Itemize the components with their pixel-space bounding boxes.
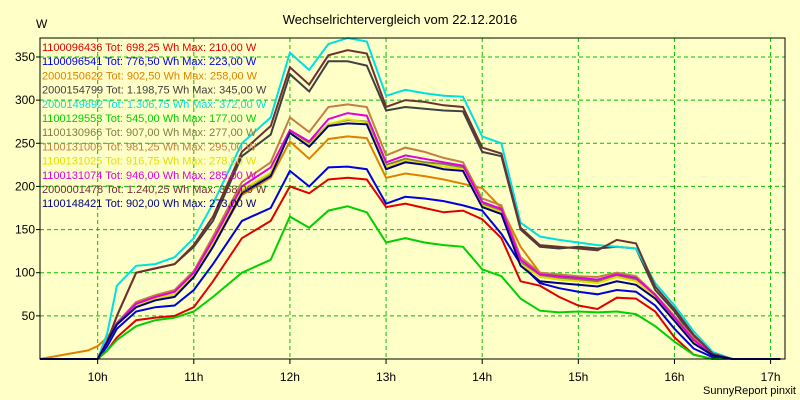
plot-area bbox=[39, 37, 786, 360]
series-line-1 bbox=[40, 176, 781, 360]
y-axis-ticks: 50 100 150 200 250 300 350 bbox=[15, 50, 40, 323]
legend-entry: 1100130966 Tot: 907,00 Wh Max: 277,00 W bbox=[42, 127, 257, 139]
series-line-2 bbox=[40, 165, 781, 360]
y-tick-label: 350 bbox=[15, 50, 35, 64]
x-tick-label: 12h bbox=[280, 370, 300, 384]
series-line-10 bbox=[40, 112, 781, 360]
x-axis-ticks: 10h 11h 12h 13h 14h 15h 16h 17h bbox=[88, 359, 781, 384]
legend-entry: 1100131074 Tot: 946,00 Wh Max: 285,00 W bbox=[42, 170, 257, 182]
legend-entry: 1100131006 Tot: 981,25 Wh Max: 295,00 W bbox=[42, 141, 257, 153]
x-tick-label: 15h bbox=[568, 370, 588, 384]
x-tick-label: 16h bbox=[664, 370, 684, 384]
legend-entry: 2000154799 Tot: 1.198,75 Wh Max: 345,00 … bbox=[42, 85, 267, 97]
y-tick-label: 250 bbox=[15, 136, 35, 150]
y-tick-label: 100 bbox=[15, 266, 35, 280]
legend-entry: 2000149892 Tot: 1.306,75 Wh Max: 372,00 … bbox=[42, 99, 267, 111]
y-tick-label: 150 bbox=[15, 223, 35, 237]
legend-entry: 2000150622 Tot: 902,50 Wh Max: 258,00 W bbox=[42, 70, 258, 82]
series-line-5 bbox=[40, 36, 781, 360]
legend: 1100096436 Tot: 698,25 Wh Max: 210,00 W 1… bbox=[42, 42, 267, 210]
y-tick-label: 300 bbox=[15, 93, 35, 107]
series-line-6 bbox=[40, 205, 781, 360]
legend-entry: 1100148421 Tot: 902,00 Wh Max: 273,00 W bbox=[42, 198, 257, 210]
legend-entry: 2000001478 Tot: 1.240,25 Wh Max: 358,00 … bbox=[42, 184, 267, 196]
legend-entry: 1100131025 Tot: 916,75 Wh Max: 278,00 W bbox=[42, 156, 257, 168]
credit-text: SunnyReport pinxit bbox=[703, 385, 796, 397]
x-tick-label: 11h bbox=[184, 370, 203, 384]
chart-title: Wechselrichtervergleich vom 22.12.2016 bbox=[283, 12, 518, 27]
x-tick-label: 13h bbox=[376, 370, 396, 384]
x-tick-label: 10h bbox=[88, 370, 108, 384]
y-axis-label: W bbox=[36, 17, 48, 31]
legend-entry: 1100096541 Tot: 776,50 Wh Max: 223,00 W bbox=[42, 56, 257, 68]
legend-entry: 1100129553 Tot: 545,00 Wh Max: 177,00 W bbox=[42, 113, 257, 125]
series-lines bbox=[39, 36, 781, 360]
y-tick-label: 200 bbox=[15, 179, 35, 193]
series-line-11 bbox=[40, 49, 781, 360]
legend-entry: 1100096436 Tot: 698,25 Wh Max: 210,00 W bbox=[42, 42, 257, 54]
x-tick-label: 17h bbox=[761, 370, 781, 384]
series-line-12 bbox=[40, 122, 781, 360]
y-tick-label: 50 bbox=[22, 309, 36, 323]
x-tick-label: 14h bbox=[472, 370, 492, 384]
